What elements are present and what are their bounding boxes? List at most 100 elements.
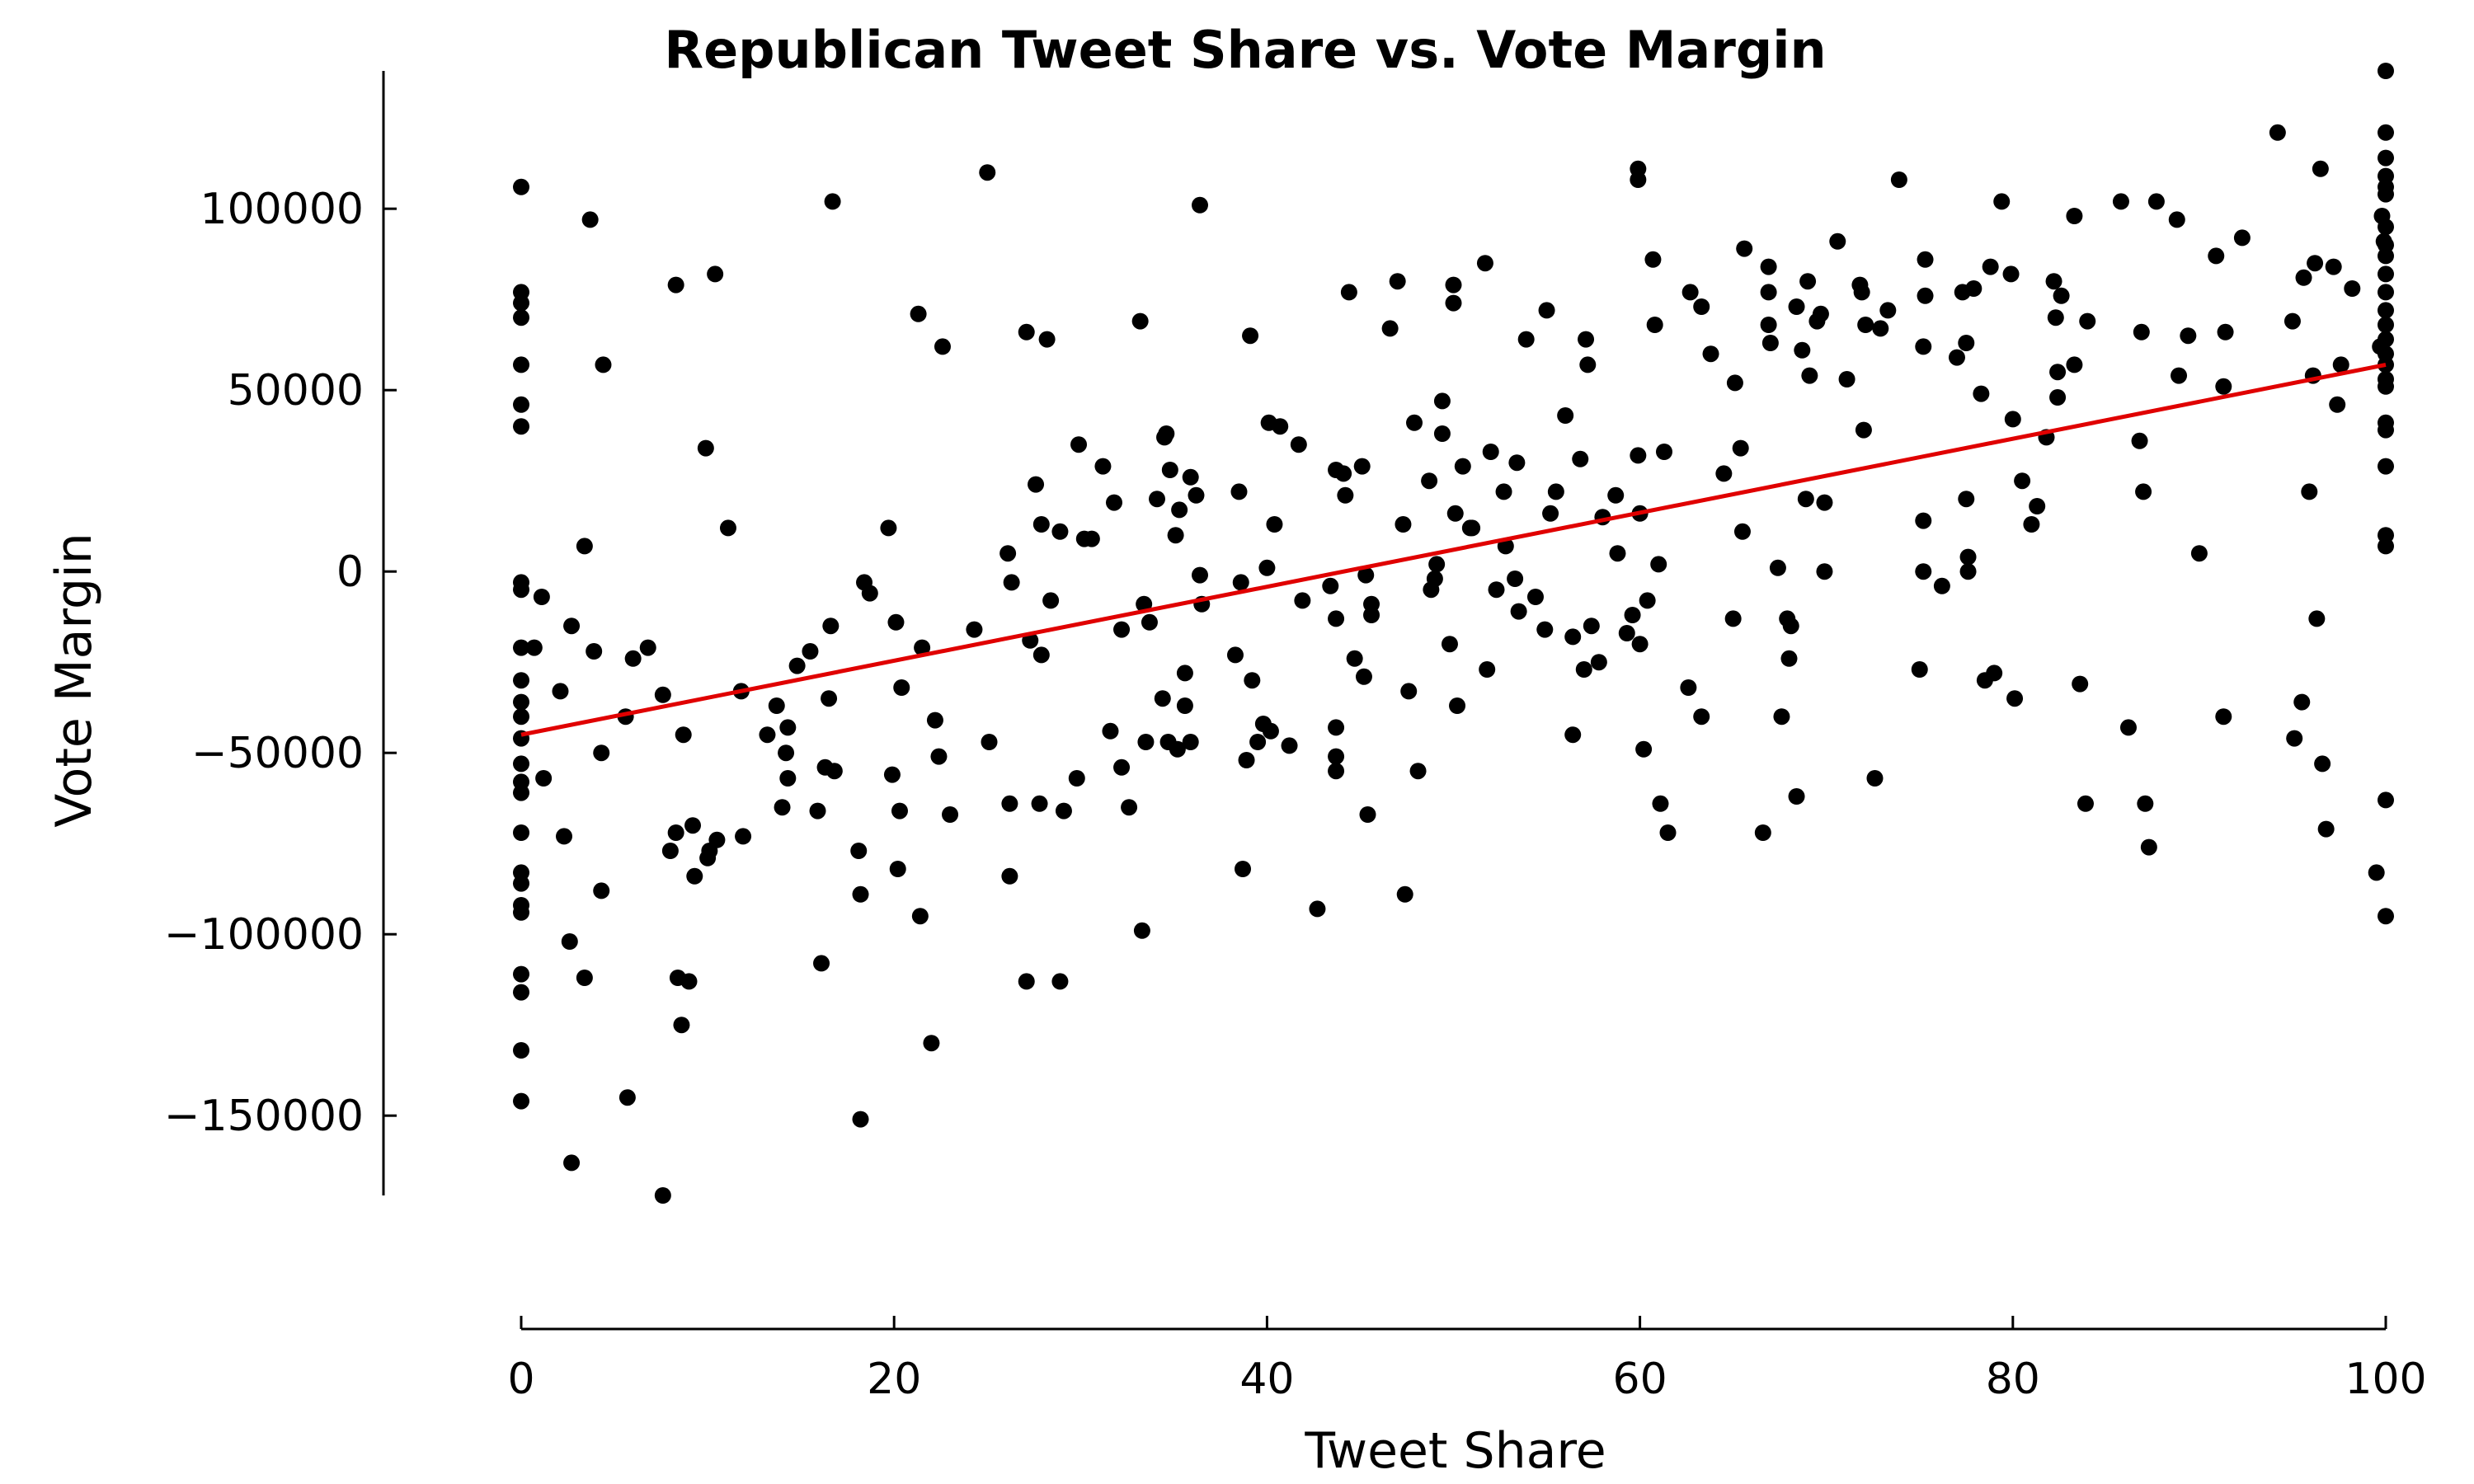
data-point bbox=[1232, 574, 1249, 591]
data-point bbox=[2215, 708, 2232, 726]
data-point bbox=[2053, 287, 2070, 304]
data-point bbox=[1639, 592, 1656, 609]
data-point bbox=[850, 843, 868, 859]
data-point bbox=[1797, 491, 1814, 508]
data-point bbox=[1890, 171, 1907, 188]
data-point bbox=[1357, 566, 1375, 584]
data-point bbox=[1154, 690, 1171, 707]
data-point bbox=[680, 973, 698, 990]
data-point bbox=[1171, 501, 1188, 519]
data-point bbox=[1693, 298, 1710, 315]
data-point bbox=[1564, 726, 1582, 744]
data-point bbox=[513, 784, 529, 801]
data-point bbox=[1495, 483, 1512, 500]
data-point bbox=[708, 831, 726, 848]
data-point bbox=[1396, 885, 1413, 903]
data-point bbox=[667, 824, 684, 841]
data-point bbox=[1446, 505, 1464, 522]
data-point bbox=[1702, 345, 1719, 363]
data-point bbox=[2378, 791, 2394, 809]
data-point bbox=[675, 726, 692, 744]
data-point bbox=[821, 690, 838, 707]
data-point bbox=[1838, 371, 1856, 387]
data-point bbox=[618, 1089, 636, 1106]
data-point bbox=[1693, 708, 1710, 726]
data-point bbox=[1510, 603, 1527, 620]
data-point bbox=[1001, 867, 1018, 885]
data-point bbox=[2112, 193, 2129, 210]
data-point bbox=[1235, 861, 1252, 877]
data-point bbox=[1993, 193, 2011, 210]
data-point bbox=[1131, 312, 1149, 330]
data-point bbox=[2135, 483, 2152, 500]
data-point bbox=[513, 309, 529, 326]
data-point bbox=[533, 589, 550, 605]
data-point bbox=[1381, 320, 1399, 337]
data-point bbox=[2119, 719, 2137, 736]
data-point bbox=[1003, 574, 1020, 591]
data-point bbox=[1266, 516, 1283, 533]
data-point bbox=[1445, 276, 1462, 294]
data-point bbox=[1449, 697, 1466, 714]
data-point bbox=[2378, 284, 2394, 301]
data-point bbox=[673, 1017, 690, 1034]
data-point bbox=[2233, 229, 2251, 247]
data-point bbox=[1618, 625, 1635, 641]
data-point bbox=[1857, 317, 1874, 333]
x-tick-label: 60 bbox=[1613, 1355, 1667, 1404]
data-point bbox=[1158, 425, 1175, 442]
data-point bbox=[1575, 661, 1592, 678]
data-point bbox=[852, 885, 869, 903]
y-tick-label: 100000 bbox=[200, 185, 364, 234]
data-point bbox=[1583, 618, 1600, 635]
data-point bbox=[2049, 389, 2067, 406]
data-point bbox=[1579, 356, 1597, 373]
data-point bbox=[880, 519, 897, 537]
data-point bbox=[2045, 273, 2062, 290]
data-point bbox=[654, 686, 671, 703]
data-point bbox=[2317, 820, 2335, 838]
data-point bbox=[1028, 476, 1045, 493]
data-point bbox=[581, 211, 599, 228]
data-point bbox=[2293, 693, 2311, 711]
data-point bbox=[923, 1035, 940, 1052]
data-point bbox=[1631, 636, 1649, 653]
data-point bbox=[719, 519, 736, 537]
data-point bbox=[1121, 799, 1138, 816]
data-point bbox=[1340, 284, 1357, 301]
data-point bbox=[2168, 211, 2185, 228]
data-point bbox=[1083, 530, 1100, 547]
data-point bbox=[1773, 708, 1790, 726]
data-point bbox=[1032, 646, 1050, 664]
data-point bbox=[686, 867, 703, 885]
data-point bbox=[2014, 472, 2031, 490]
data-point bbox=[1959, 548, 1977, 566]
data-point bbox=[1659, 824, 1677, 841]
data-point bbox=[2147, 193, 2165, 210]
data-point bbox=[1188, 486, 1205, 504]
data-point bbox=[1161, 462, 1178, 478]
data-point bbox=[593, 882, 610, 899]
data-point bbox=[2307, 255, 2324, 272]
data-point bbox=[1799, 273, 1817, 290]
data-point bbox=[788, 657, 806, 674]
data-point bbox=[822, 618, 840, 635]
data-point bbox=[2378, 331, 2394, 348]
data-point bbox=[1406, 414, 1423, 431]
x-tick-label: 0 bbox=[507, 1355, 534, 1404]
data-point bbox=[2077, 795, 2094, 812]
data-point bbox=[2332, 356, 2349, 373]
data-point bbox=[2006, 690, 2024, 707]
data-point bbox=[2286, 730, 2303, 747]
data-point bbox=[1933, 577, 1950, 594]
data-point bbox=[1508, 454, 1526, 472]
data-point bbox=[2368, 864, 2385, 881]
data-point bbox=[910, 305, 927, 322]
data-point bbox=[1542, 505, 1559, 522]
data-point bbox=[1644, 251, 1662, 268]
data-point bbox=[1782, 618, 1799, 635]
data-point bbox=[1337, 486, 1354, 504]
data-point bbox=[1141, 613, 1158, 631]
data-point bbox=[1001, 795, 1018, 812]
data-point bbox=[1488, 581, 1505, 599]
